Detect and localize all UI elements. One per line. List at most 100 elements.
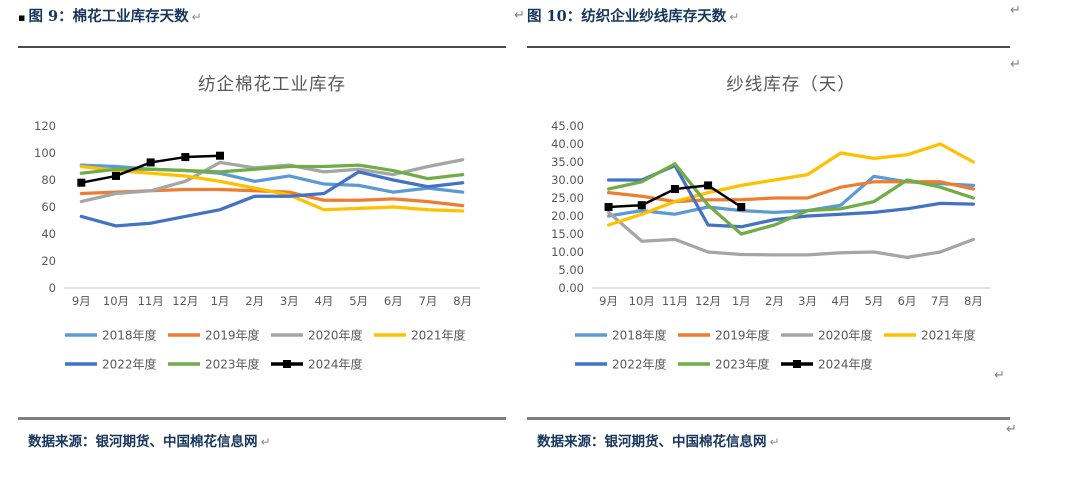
x-tick-label: 8月 [964,294,983,308]
legend-marker [283,360,291,368]
legend-label: 2020年度 [308,328,363,343]
legend-label: 2021年度 [921,328,976,343]
line-break-icon: ↵ [514,8,525,23]
series-line [606,180,976,204]
legend-marker [793,360,801,368]
y-tick-label: 45.00 [551,119,584,133]
y-tick-label: 60 [41,200,56,214]
footer-divider [18,417,506,420]
x-tick-label: 5月 [349,294,368,308]
x-tick-label: 3月 [280,294,299,308]
header-divider [18,46,506,48]
x-tick-label: 7月 [931,294,950,308]
y-tick-label: 15.00 [551,227,584,241]
figure10-panel: 图 10：纺织企业纱线库存天数 ↵ 纱线库存（天） 0.00 5.00 10.00 15.… [527,0,1014,480]
series-marker [181,153,190,162]
line-break-icon: ↵ [769,435,780,449]
figure10-caption-text: 图 10：纺织企业纱线库存天数 [527,8,727,25]
legend-label: 2021年度 [411,328,466,343]
chart-svg: 纱线库存（天） 0.00 5.00 10.00 15.00 20.00 25.00 30.00… [551,75,990,372]
header-divider [527,46,1010,48]
series-line [79,170,465,228]
chart-title: 纺企棉花工业库存 [198,75,346,95]
x-tick-label: 10月 [103,294,129,308]
legend-label: 2018年度 [102,328,157,343]
cotton-industrial-inventory-chart[interactable]: 纺企棉花工业库存 0 20 40 60 80 100 120 9月 10月 11月 12月 1月 2月 3月… [28,56,500,390]
figure10-source: 数据来源：银河期货、中国棉花信息网 ↵ [537,430,780,450]
y-tick-label: 20.00 [551,209,584,223]
square-bullet-icon: ▪ [18,11,26,24]
series-marker [670,185,679,193]
legend-label: 2024年度 [308,357,363,372]
series-marker [77,178,86,187]
legend-label: 2019年度 [205,328,260,343]
series-marker [704,181,713,190]
x-tick-label: 8月 [453,294,472,308]
y-tick-label: 0.00 [558,281,584,295]
line-break-icon: ↵ [191,10,202,24]
line-break-icon: ↵ [260,435,271,449]
y-tick-label: 20 [41,254,56,268]
line-break-icon: ↵ [1010,3,1021,18]
x-tick-label: 9月 [599,294,618,308]
yarn-inventory-chart[interactable]: 纱线库存（天） 0.00 5.00 10.00 15.00 20.00 25.00 30.00… [538,56,1010,390]
x-tick-label: 12月 [172,294,198,308]
series-line [79,164,465,213]
y-tick-label: 5.00 [558,263,584,277]
y-tick-label: 25.00 [551,191,584,205]
legend-label: 2022年度 [612,357,667,372]
x-tick-label: 6月 [384,294,403,308]
x-tick-label: 9月 [72,294,91,308]
series-line [606,210,976,260]
series-marker [604,203,613,211]
legend-label: 2020年度 [818,328,873,343]
footer-divider [527,417,1010,420]
y-tick-label: 40.00 [551,137,584,151]
series-marker [637,201,646,210]
x-tick-label: 10月 [629,294,655,308]
x-tick-label: 1月 [732,294,751,308]
x-tick-label: 5月 [865,294,884,308]
legend-label: 2018年度 [612,328,667,343]
x-tick-label: 2月 [245,294,264,308]
figure9-source-text: 数据来源：银河期货、中国棉花信息网 [28,434,258,450]
figure10-caption: 图 10：纺织企业纱线库存天数 ↵ [527,5,739,26]
legend-label: 2023年度 [715,357,770,372]
figure9-caption-text: 图 9：棉花工业库存天数 [28,8,189,25]
series-marker [216,151,224,160]
x-tick-label: 4月 [315,294,334,308]
line-break-icon: ↵ [1006,422,1017,437]
line-break-icon: ↵ [729,10,740,24]
line-break-icon: ↵ [1010,57,1021,72]
figure9-source: 数据来源：银河期货、中国棉花信息网 ↵ [28,430,271,450]
x-tick-label: 3月 [798,294,817,308]
legend-label: 2024年度 [818,357,873,372]
series-marker [112,171,120,180]
legend-label: 2022年度 [102,357,157,372]
figure9-caption: ▪ 图 9：棉花工业库存天数 ↵ [18,5,202,26]
x-tick-label: 1月 [211,294,230,308]
x-tick-label: 4月 [831,294,850,308]
x-tick-label: 7月 [419,294,438,308]
x-tick-label: 6月 [898,294,917,308]
y-tick-label: 120 [34,119,56,133]
y-tick-label: 10.00 [551,245,584,259]
line-break-icon: ↵ [994,368,1005,383]
chart-title: 纱线库存（天） [726,75,856,95]
figure9-panel: ▪ 图 9：棉花工业库存天数 ↵ 纺企棉花工业库存 0 20 40 60 80 100 120 9月… [18,0,510,480]
series-line [606,142,976,227]
y-tick-label: 30.00 [551,173,584,187]
legend-label: 2019年度 [715,328,770,343]
series-line [606,162,976,236]
x-tick-label: 11月 [662,294,688,308]
series-marker [737,203,746,211]
legend-label: 2023年度 [205,357,260,372]
y-tick-label: 100 [34,146,56,160]
x-tick-label: 2月 [765,294,784,308]
chart-svg: 纺企棉花工业库存 0 20 40 60 80 100 120 9月 10月 11月 12月 1月 2月 3月… [34,75,480,372]
series-line [79,163,465,181]
figure10-source-text: 数据来源：银河期货、中国棉花信息网 [537,434,767,450]
series-marker [146,158,155,167]
y-tick-label: 0 [49,281,56,295]
x-tick-label: 12月 [695,294,721,308]
